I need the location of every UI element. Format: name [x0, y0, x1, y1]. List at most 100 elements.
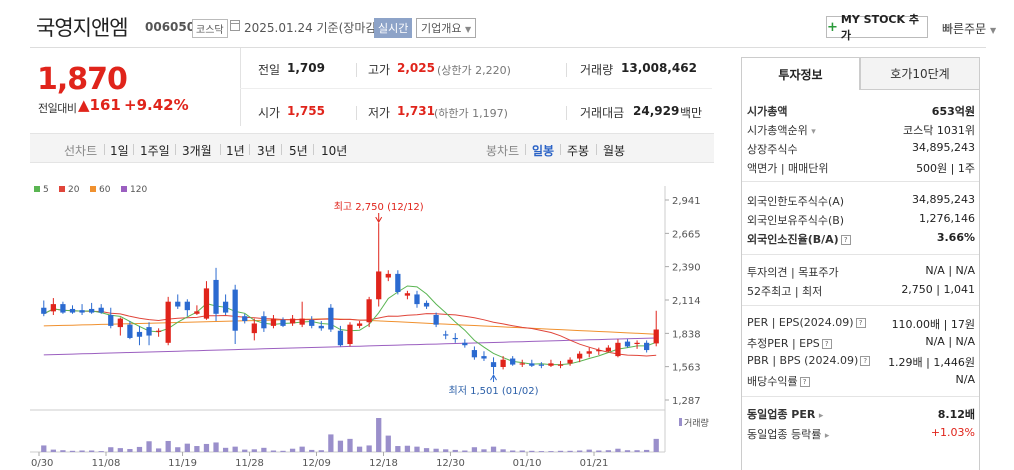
- x-tick-label: 12/18: [369, 458, 398, 469]
- info-row-sector-change: 동일업종 등락률 ▸ +1.03%: [747, 426, 975, 442]
- help-icon[interactable]: ?: [799, 377, 810, 387]
- info-value: 3.66%: [936, 231, 975, 244]
- info-row-per: PER | EPS(2024.09)? 110.00배 | 17원: [747, 316, 975, 332]
- candle-body: [203, 288, 210, 319]
- candle-body: [41, 307, 47, 314]
- period-1w[interactable]: 1주일: [140, 144, 170, 158]
- volume-bar: [586, 449, 592, 452]
- volume-bar: [615, 448, 621, 452]
- chevron-right-icon: ▸: [824, 431, 830, 441]
- realtime-button[interactable]: 실시간: [374, 18, 413, 38]
- y-tick-label: 2,390: [672, 263, 701, 274]
- add-mystock-button[interactable]: + MY STOCK 추가: [826, 13, 928, 42]
- volume-bar: [175, 447, 181, 452]
- volume-bar: [79, 450, 85, 452]
- price-chart[interactable]: 5 20 60 120 2,941 2,665 2,390 2,114 1,838 1,563 1,…: [30, 176, 720, 470]
- candle-body: [328, 307, 334, 330]
- help-icon[interactable]: ?: [840, 235, 851, 245]
- period-10y[interactable]: 10년: [321, 144, 348, 158]
- volume-bar: [634, 450, 640, 452]
- high-value: 2,025: [397, 61, 435, 75]
- y-tick-label: 2,941: [672, 196, 701, 207]
- low-label: 저가: [368, 106, 391, 120]
- volume-bar: [98, 451, 104, 452]
- tab-investment-info[interactable]: 투자정보: [741, 57, 860, 90]
- volume-bar: [490, 446, 497, 452]
- info-label: PER | EPS(2024.09): [747, 316, 854, 329]
- line-chart-label: 선차트: [64, 144, 98, 158]
- volume-bar: [347, 438, 353, 452]
- volume-bar: [41, 445, 47, 452]
- info-value: 653억원: [931, 105, 975, 118]
- candle-weekly[interactable]: 주봉: [567, 144, 590, 158]
- volume-bar: [50, 449, 56, 452]
- volume-value: 13,008,462: [621, 61, 697, 75]
- candle-body: [433, 314, 439, 325]
- info-divider: [742, 305, 979, 306]
- info-row-cap-rank: 시가총액순위 ▾ 코스닥 1031위: [747, 122, 975, 138]
- legend-swatch: [59, 186, 65, 192]
- y-tick-label: 2,114: [672, 296, 701, 307]
- legend-label: 20: [68, 185, 80, 195]
- period-1d[interactable]: 1일: [110, 144, 129, 158]
- info-row-opinion: 투자의견 | 목표주가 N/A | N/A: [747, 264, 975, 280]
- candle-body: [653, 329, 659, 344]
- candle-body: [146, 327, 152, 336]
- candle-body: [251, 323, 257, 334]
- period-1y[interactable]: 1년: [226, 144, 245, 158]
- prev-close-value: 1,709: [287, 61, 325, 75]
- candle-body: [423, 302, 430, 307]
- info-value: +1.03%: [930, 426, 975, 439]
- calendar-icon: [230, 20, 240, 31]
- info-row-foreign-limit: 외국인한도주식수(A) 34,895,243: [747, 193, 975, 209]
- volume-bar: [299, 446, 305, 452]
- period-5y[interactable]: 5년: [289, 144, 308, 158]
- help-icon[interactable]: ?: [821, 339, 832, 349]
- candle-body: [490, 362, 497, 367]
- quick-order-label: 빠른주문: [942, 22, 987, 36]
- candle-chart-label: 봉차트: [486, 144, 520, 158]
- candle-body: [586, 351, 592, 354]
- company-overview-dropdown[interactable]: 기업개요 ▼: [416, 18, 477, 38]
- y-tick-label: 1,287: [672, 396, 701, 407]
- candle-body: [337, 330, 344, 346]
- amount-label: 거래대금: [580, 106, 625, 120]
- x-tick-label: 12/30: [436, 458, 465, 469]
- lower-limit: (하한가 1,197): [434, 107, 508, 120]
- candle-daily[interactable]: 일봉: [532, 144, 555, 158]
- candle-body: [347, 324, 353, 345]
- help-icon[interactable]: ?: [855, 318, 866, 328]
- investment-panel: [741, 90, 980, 470]
- period-3m[interactable]: 3개월: [182, 144, 212, 158]
- candle-body: [50, 304, 56, 312]
- plus-icon: +: [827, 19, 838, 35]
- info-row-foreign-rate: 외국인소진율(B/A)? 3.66%: [747, 231, 975, 247]
- legend-label: 120: [130, 185, 147, 195]
- candle-body: [155, 330, 162, 332]
- volume-bar: [404, 445, 411, 452]
- tab-quote-10[interactable]: 호가10단계: [860, 57, 980, 90]
- info-value: N/A | N/A: [925, 264, 975, 277]
- volume-bar: [165, 440, 171, 452]
- candle-body: [261, 316, 267, 329]
- period-3y[interactable]: 3년: [257, 144, 276, 158]
- quick-order-dropdown[interactable]: 빠른주문 ▼: [942, 20, 996, 37]
- info-row-shares: 상장주식수 34,895,243: [747, 141, 975, 157]
- stock-name: 국영지앤엠: [36, 16, 129, 40]
- candle-body: [567, 359, 573, 364]
- candle-monthly[interactable]: 월봉: [603, 144, 626, 158]
- volume-legend-label: 거래량: [684, 417, 709, 429]
- legend-swatch: [90, 186, 96, 192]
- info-row-dividend: 배당수익률? N/A: [747, 373, 975, 389]
- candle-body: [376, 271, 382, 300]
- volume-bar: [481, 449, 487, 452]
- candle-body: [175, 301, 181, 307]
- volume-bar: [567, 450, 573, 452]
- chevron-down-icon: ▼: [990, 26, 997, 35]
- help-icon[interactable]: ?: [860, 356, 871, 366]
- volume-bar: [213, 442, 219, 452]
- candle-body: [395, 273, 401, 293]
- x-tick-label: 11/08: [92, 458, 121, 469]
- chevron-down-icon: ▼: [464, 25, 472, 34]
- info-value: 2,750 | 1,041: [901, 283, 975, 296]
